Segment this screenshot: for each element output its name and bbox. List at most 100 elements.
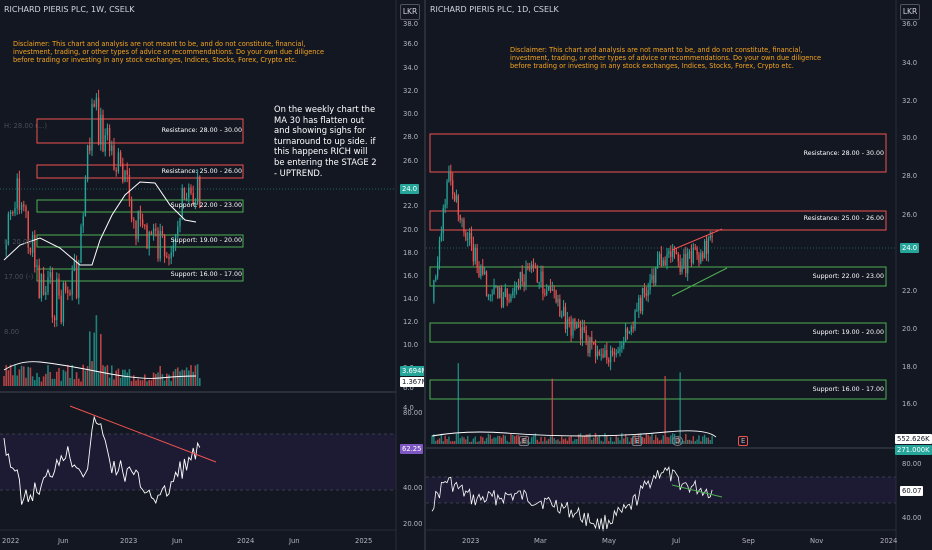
weekly-volume-bar (78, 378, 80, 386)
daily-volume-bar (696, 439, 698, 444)
weekly-candle (117, 152, 120, 172)
daily-volume-bar (655, 435, 657, 444)
axis-tick-label: 32.0 (403, 87, 419, 95)
earnings-event-marker[interactable]: E (519, 436, 530, 446)
weekly-volume-bar (7, 370, 10, 386)
weekly-volume-bar (111, 365, 113, 386)
daily-zone-support-16-17: Support: 16.00 - 17.00 (812, 386, 884, 393)
earnings-event-marker[interactable]: D (672, 436, 684, 446)
weekly-volume-bar (56, 371, 58, 386)
weekly-candle (12, 211, 14, 214)
weekly-volume-bar (190, 365, 192, 386)
daily-volume-bar (465, 439, 467, 444)
daily-candle (455, 195, 458, 201)
weekly-candle (183, 188, 186, 200)
daily-volume-bar (461, 436, 463, 444)
daily-volume-bar (572, 440, 574, 444)
daily-volume-bar (436, 439, 439, 444)
weekly-volume-bar (49, 371, 51, 386)
earnings-event-marker[interactable]: E (632, 436, 643, 446)
daily-chart-canvas[interactable] (426, 0, 932, 550)
pane-divider[interactable] (424, 0, 426, 550)
daily-candle (690, 251, 693, 263)
daily-candle (457, 195, 459, 215)
axis-tick-label: 36.0 (403, 40, 419, 48)
weekly-volume-bar (51, 378, 54, 386)
daily-volume-bar (506, 440, 508, 444)
weekly-chart-canvas[interactable] (0, 0, 424, 550)
daily-volume-bar (591, 439, 593, 444)
daily-volume-bar (504, 435, 507, 444)
daily-candle (555, 290, 557, 303)
weekly-rsi-line (3, 415, 201, 505)
daily-volume-bar (446, 439, 448, 444)
daily-candle (529, 268, 531, 270)
weekly-candle (139, 210, 142, 220)
weekly-chart-pane[interactable]: RICHARD PIERIS PLC, 1W, CSELK LKR Discla… (0, 0, 424, 550)
weekly-currency-label[interactable]: LKR (400, 4, 420, 20)
daily-zone-resistance-28-30: Resistance: 28.00 - 30.00 (803, 150, 884, 157)
time-axis-label: May (602, 537, 617, 545)
daily-volume-bar (482, 437, 484, 444)
weekly-candle (130, 199, 133, 220)
weekly-candle (144, 225, 146, 227)
weekly-faded-label: L: 20.00 (4, 238, 32, 246)
daily-candle (700, 253, 702, 263)
weekly-faded-label: 8.00 (4, 328, 20, 336)
daily-volume-bar (686, 440, 689, 444)
axis-tick-label: 22.0 (902, 287, 918, 295)
time-axis-label: Jul (672, 537, 681, 545)
daily-volume-bar (514, 436, 516, 444)
daily-volume-bar (609, 437, 612, 444)
weekly-volume-bar (104, 366, 106, 386)
daily-volume-bar (685, 433, 687, 444)
weekly-candle (104, 135, 106, 152)
axis-tick-label: 26.0 (403, 157, 419, 165)
daily-volume-bar (608, 441, 610, 444)
weekly-candle (113, 145, 115, 171)
weekly-candle (80, 226, 82, 263)
daily-candle (559, 299, 561, 317)
daily-volume-bar (549, 436, 552, 444)
daily-volume-bar (476, 441, 478, 444)
weekly-zone-box (36, 234, 244, 248)
weekly-candle (159, 230, 161, 259)
weekly-candle (170, 252, 172, 259)
daily-volume-bar (606, 435, 608, 444)
daily-candle (504, 288, 506, 297)
weekly-candle (100, 114, 102, 145)
weekly-volume-bar (113, 379, 115, 386)
daily-chart-pane[interactable]: RICHARD PIERIS PLC, 1D, CSELK LKR Discla… (426, 0, 932, 550)
axis-tick-label: 36.0 (902, 20, 918, 28)
weekly-zone-support-16-17: Support: 16.00 - 17.00 (170, 271, 242, 278)
daily-candle (585, 330, 587, 341)
daily-volume-bar (666, 436, 668, 444)
daily-volume-bar (553, 438, 555, 444)
daily-candle (542, 271, 544, 294)
daily-candle (523, 281, 525, 286)
daily-candle (570, 320, 572, 336)
weekly-candle (194, 203, 197, 205)
weekly-candle (7, 213, 10, 245)
weekly-volume-bar (80, 381, 82, 386)
axis-tick-label: 34.0 (403, 64, 419, 72)
daily-candle (512, 291, 514, 296)
daily-volume-bar (589, 433, 591, 444)
earnings-event-marker[interactable]: E (738, 436, 749, 446)
daily-candle (711, 235, 713, 238)
daily-candle (544, 293, 546, 295)
daily-candle (519, 271, 522, 289)
daily-rsi-band (426, 477, 896, 503)
weekly-candle (58, 278, 60, 296)
daily-candle (564, 306, 567, 330)
weekly-volume-bar (9, 364, 12, 386)
daily-volume-bar (527, 439, 529, 444)
weekly-candle (126, 170, 128, 175)
daily-candle (459, 214, 461, 220)
daily-candle (493, 286, 495, 295)
daily-currency-label[interactable]: LKR (900, 4, 920, 20)
daily-candle (546, 290, 548, 295)
weekly-candle (16, 178, 18, 209)
daily-candle (655, 267, 657, 284)
daily-volume-bar (551, 378, 554, 444)
